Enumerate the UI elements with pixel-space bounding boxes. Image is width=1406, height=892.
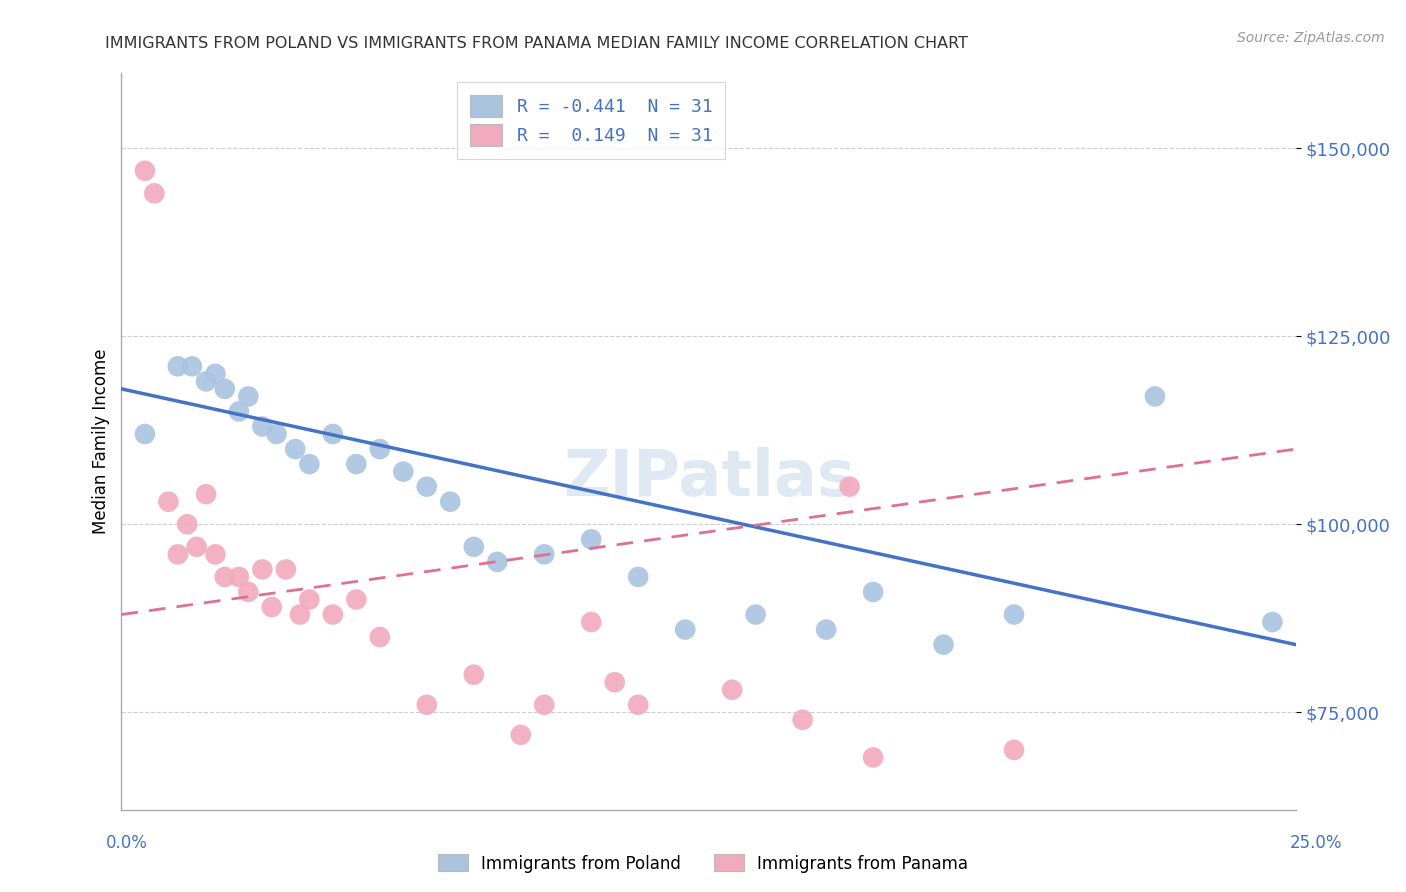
Point [298, 457, 321, 471]
Point [228, 570, 250, 584]
Point [673, 623, 696, 637]
Point [288, 607, 311, 622]
Point [862, 585, 884, 599]
Point [298, 592, 321, 607]
Point [486, 555, 509, 569]
Legend: R = -0.441  N = 31, R =  0.149  N = 31: R = -0.441 N = 31, R = 0.149 N = 31 [457, 82, 725, 159]
Point [252, 562, 274, 576]
Text: 0.0%: 0.0% [105, 834, 148, 852]
Point [1143, 389, 1166, 403]
Point [186, 540, 208, 554]
Point [416, 698, 439, 712]
Point [143, 186, 166, 201]
Point [214, 382, 236, 396]
Point [1002, 607, 1025, 622]
Point [157, 494, 180, 508]
Point [180, 359, 202, 374]
Point [204, 367, 226, 381]
Text: IMMIGRANTS FROM POLAND VS IMMIGRANTS FROM PANAMA MEDIAN FAMILY INCOME CORRELATIO: IMMIGRANTS FROM POLAND VS IMMIGRANTS FRO… [105, 36, 969, 51]
Point [463, 540, 485, 554]
Point [627, 570, 650, 584]
Point [603, 675, 626, 690]
Point [166, 359, 188, 374]
Point [238, 389, 260, 403]
Point [792, 713, 814, 727]
Point [744, 607, 766, 622]
Point [392, 465, 415, 479]
Text: 25.0%: 25.0% [1291, 834, 1343, 852]
Point [509, 728, 531, 742]
Point [932, 638, 955, 652]
Point [134, 163, 156, 178]
Point [204, 547, 226, 561]
Point [252, 419, 274, 434]
Point [344, 592, 367, 607]
Point [416, 480, 439, 494]
Point [214, 570, 236, 584]
Point [134, 427, 156, 442]
Text: ZIPatlas: ZIPatlas [562, 448, 855, 509]
Point [322, 607, 344, 622]
Point [274, 562, 297, 576]
Point [862, 750, 884, 764]
Point [815, 623, 838, 637]
Point [1261, 615, 1284, 629]
Point [581, 533, 603, 547]
Point [463, 667, 485, 681]
Point [838, 480, 860, 494]
Point [533, 547, 555, 561]
Point [1002, 743, 1025, 757]
Point [238, 585, 260, 599]
Point [439, 494, 461, 508]
Point [322, 427, 344, 442]
Y-axis label: Median Family Income: Median Family Income [93, 349, 110, 534]
Point [368, 630, 391, 644]
Point [721, 682, 744, 697]
Point [195, 487, 218, 501]
Point [195, 375, 218, 389]
Point [533, 698, 555, 712]
Text: Source: ZipAtlas.com: Source: ZipAtlas.com [1237, 31, 1385, 45]
Legend: Immigrants from Poland, Immigrants from Panama: Immigrants from Poland, Immigrants from … [430, 847, 976, 880]
Point [581, 615, 603, 629]
Point [627, 698, 650, 712]
Point [368, 442, 391, 456]
Point [344, 457, 367, 471]
Point [284, 442, 307, 456]
Point [266, 427, 288, 442]
Point [228, 404, 250, 418]
Point [166, 547, 188, 561]
Point [260, 600, 283, 615]
Point [176, 517, 198, 532]
